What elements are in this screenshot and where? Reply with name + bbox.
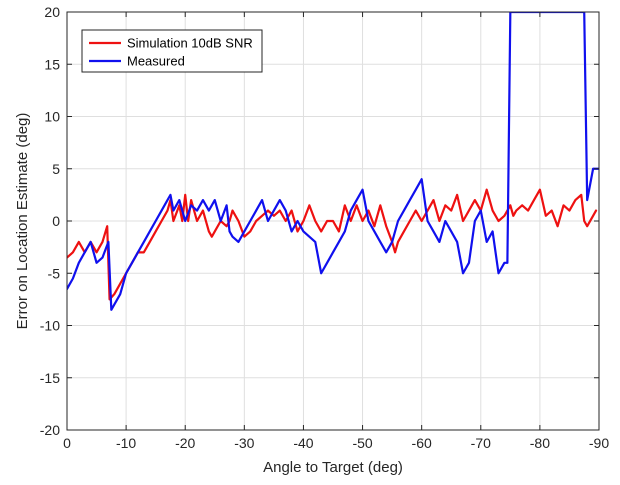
series-line-measured bbox=[67, 12, 599, 311]
x-tick-label: -90 bbox=[589, 435, 609, 451]
x-tick-label: -30 bbox=[234, 435, 254, 451]
x-tick-label: -50 bbox=[352, 435, 372, 451]
y-tick-label: 0 bbox=[52, 213, 60, 229]
legend-label-measured: Measured bbox=[127, 54, 185, 69]
legend: Simulation 10dB SNR Measured bbox=[81, 29, 263, 73]
y-tick-label: 15 bbox=[44, 56, 60, 72]
series-line-simulation bbox=[67, 188, 598, 301]
y-tick-label: -5 bbox=[48, 265, 61, 281]
x-tick-label: -10 bbox=[116, 435, 136, 451]
y-tick-label: -10 bbox=[40, 318, 60, 334]
y-tick-label: 20 bbox=[44, 4, 60, 20]
x-tick-label: -80 bbox=[530, 435, 550, 451]
y-tick-label: -20 bbox=[40, 422, 60, 438]
x-tick-label: -40 bbox=[293, 435, 313, 451]
y-tick-label: 10 bbox=[44, 109, 60, 125]
x-tick-label: -60 bbox=[412, 435, 432, 451]
x-axis-label: Angle to Target (deg) bbox=[263, 459, 403, 476]
x-tick-label: -20 bbox=[175, 435, 195, 451]
y-axis-label: Error on Location Estimate (deg) bbox=[14, 113, 31, 330]
y-tick-label: 5 bbox=[52, 161, 60, 177]
x-tick-label: 0 bbox=[63, 435, 71, 451]
x-tick-label: -70 bbox=[471, 435, 491, 451]
series-group bbox=[67, 12, 599, 311]
y-tick-label: -15 bbox=[40, 370, 60, 386]
legend-box bbox=[81, 29, 263, 73]
ticks: 0 -10 -20 -30 -40 -50 -60 -70 -80 -90-20-15-10-50… bbox=[40, 4, 610, 451]
legend-label-simulation: Simulation 10dB SNR bbox=[127, 36, 253, 51]
